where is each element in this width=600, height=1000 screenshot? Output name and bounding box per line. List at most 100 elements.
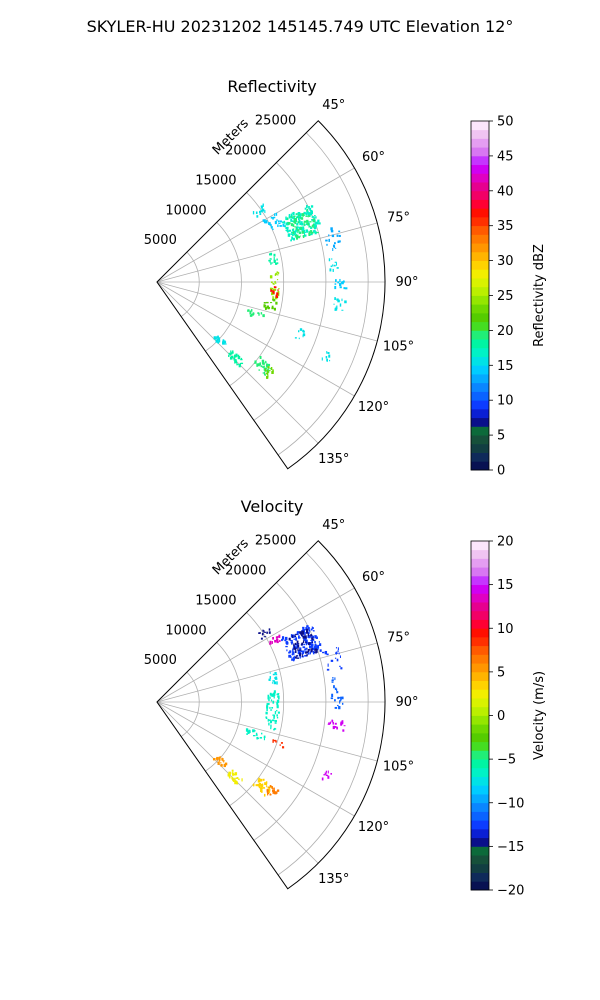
echo-gate: [269, 640, 272, 645]
echo-gate: [334, 242, 336, 245]
echo-gate: [292, 657, 294, 659]
echo-gate: [271, 693, 274, 697]
azimuth-gridline: [156, 701, 355, 817]
echo-gate: [305, 229, 309, 233]
echo-gate: [302, 652, 305, 654]
echo-gate: [266, 708, 268, 712]
polar-grid: [156, 132, 385, 456]
echo-gate: [304, 207, 307, 210]
echo-gate: [311, 635, 314, 638]
echo-gate: [216, 758, 219, 761]
colorbar-tick-label: 25: [497, 289, 514, 304]
echo-gate: [262, 366, 264, 368]
echo-gate: [272, 290, 275, 294]
colorbar-step: [471, 855, 489, 865]
echo-gate: [290, 213, 293, 217]
echo-gate: [270, 216, 273, 219]
echo-gate: [278, 287, 280, 290]
echo-gate: [299, 217, 302, 219]
colorbar-step: [471, 567, 489, 577]
echo-gate: [281, 746, 285, 749]
echo-gate: [335, 651, 337, 655]
echo-gate: [261, 208, 265, 212]
echo-gate: [277, 636, 280, 638]
echo-gate: [298, 214, 300, 217]
echo-gate: [295, 220, 298, 223]
echo-gate: [330, 659, 334, 662]
colorbar-step: [471, 689, 489, 699]
echo-gate: [336, 688, 338, 692]
panel-title: Reflectivity: [227, 77, 316, 96]
echo-gate: [237, 778, 240, 780]
echo-gate: [268, 678, 270, 681]
azimuth-tick-label: 135°: [318, 452, 349, 467]
echo-gate: [301, 213, 305, 217]
echo-gate: [276, 703, 279, 708]
echo-gate: [334, 283, 337, 285]
echo-gate: [336, 305, 338, 308]
colorbar-step: [471, 767, 489, 777]
echo-gate: [259, 362, 261, 366]
echo-gate: [292, 217, 296, 219]
echo-gate: [246, 729, 249, 733]
echo-gate: [233, 357, 236, 361]
echo-gate: [328, 238, 330, 242]
echo-gate: [310, 209, 313, 212]
echo-gate: [255, 211, 258, 215]
echo-gate: [336, 298, 339, 301]
echo-gate: [218, 760, 221, 762]
echo-gate: [305, 223, 308, 226]
echo-gate: [222, 339, 225, 343]
echo-gate: [291, 228, 294, 231]
echo-gate: [321, 777, 324, 781]
echo-gate: [332, 721, 334, 725]
echo-gate: [272, 296, 274, 300]
echo-gate: [270, 720, 272, 724]
echo-gate: [291, 212, 294, 214]
echo-gate: [298, 212, 300, 216]
echo-gate: [255, 732, 258, 736]
echo-gate: [316, 232, 319, 234]
echo-gate: [228, 774, 231, 776]
echo-gate: [269, 706, 271, 709]
echo-gate: [220, 762, 222, 764]
colorbar-step: [471, 461, 489, 471]
echo-gate: [312, 627, 314, 630]
echo-gate: [261, 361, 265, 365]
echo-gate: [340, 698, 342, 701]
echo-gate: [294, 650, 297, 654]
azimuth-gridline: [156, 701, 378, 762]
echo-gate: [258, 369, 261, 371]
echo-gate: [300, 633, 303, 637]
echo-gate: [305, 642, 307, 646]
echo-gate: [257, 737, 260, 739]
echo-gate: [339, 278, 341, 283]
echo-gate: [267, 792, 270, 795]
echo-gate: [264, 306, 268, 310]
echo-gate: [304, 648, 307, 651]
echo-gate: [269, 260, 271, 263]
echo-gate: [312, 647, 315, 651]
echo-gate: [262, 787, 266, 789]
sector-frame: [156, 120, 386, 470]
echo-gate: [237, 355, 241, 360]
echo-gate: [294, 221, 297, 225]
echo-gate: [312, 224, 315, 227]
colorbar-step: [471, 173, 489, 183]
echo-gate: [273, 307, 276, 311]
echo-gate: [265, 781, 268, 784]
echo-gate: [287, 217, 289, 220]
echo-gate: [258, 312, 260, 316]
echo-gate: [276, 258, 278, 261]
echo-gate: [293, 656, 296, 659]
echo-gate: [262, 203, 264, 207]
echo-gate: [342, 281, 345, 283]
echo-gate: [258, 632, 261, 634]
echo-gate: [296, 216, 299, 218]
echo-gate: [277, 701, 279, 703]
echo-gate: [234, 780, 238, 783]
echo-gate: [292, 231, 295, 235]
echo-gate: [321, 357, 323, 361]
echo-gate: [276, 272, 278, 274]
